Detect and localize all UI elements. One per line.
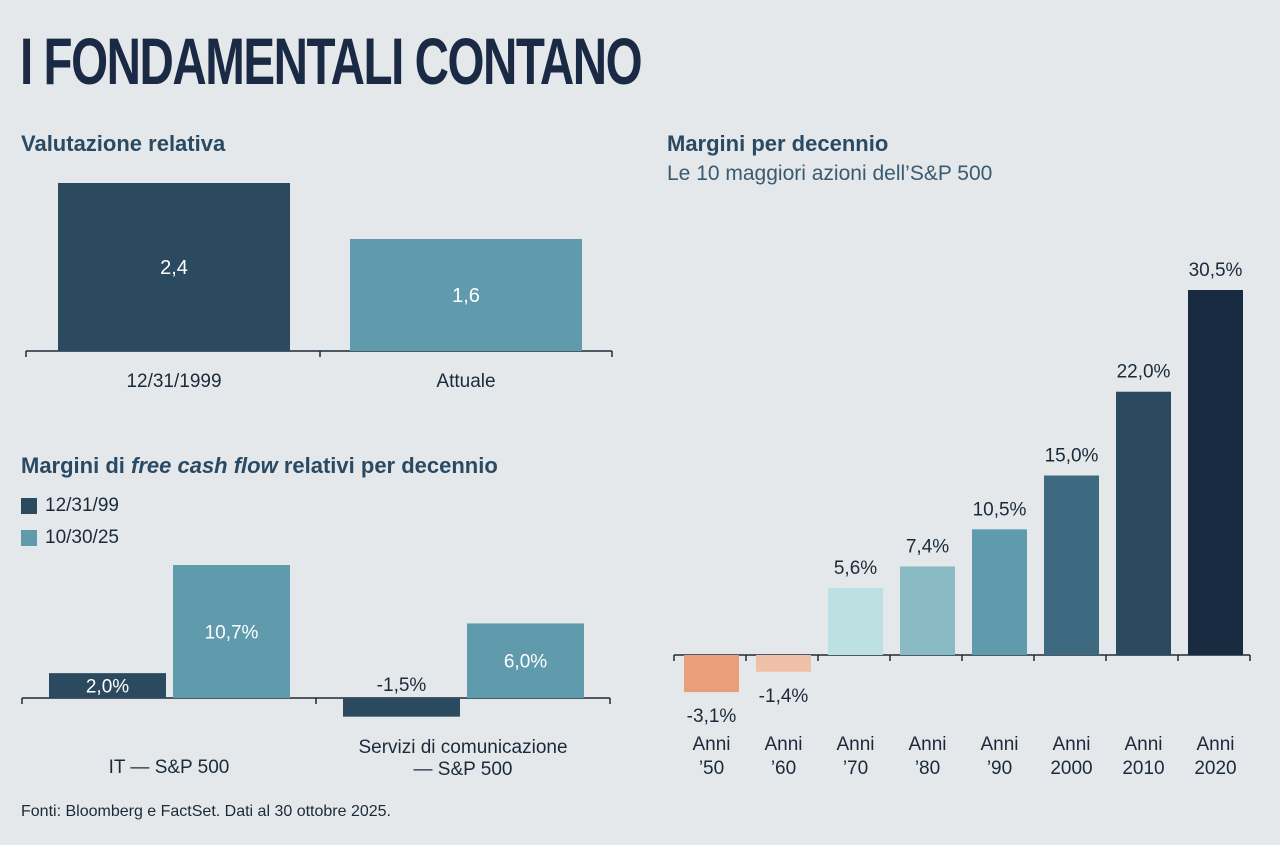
margins-bar-1 <box>756 655 811 672</box>
margins-value-label-6: 22,0% <box>1117 362 1171 383</box>
fcf-title-part-2: free cash flow <box>131 453 278 478</box>
margins-value-label-7: 30,5% <box>1189 260 1243 281</box>
margins-category-label-6-0: Anni <box>1124 734 1162 755</box>
valuation-value-label-0: 2,4 <box>160 257 188 279</box>
valuation-chart-title: Valutazione relativa <box>21 131 226 156</box>
margins-category-label-2-1: ’70 <box>843 758 868 779</box>
margins-category-label-4-1: ’90 <box>987 758 1012 779</box>
margins-value-label-3: 7,4% <box>906 536 949 557</box>
fcf-category-label-1-1: — S&P 500 <box>414 759 513 780</box>
margins-value-label-4: 10,5% <box>973 499 1027 520</box>
margins-chart-title: Margini per decennio <box>667 131 889 156</box>
fcf-title-part-3: relativi per decennio <box>277 453 498 478</box>
valuation-chart: 2,4 12/31/1999 1,6 Attuale <box>25 183 613 392</box>
margins-category-label-1-1: ’60 <box>771 758 796 779</box>
margins-category-label-6-1: 2010 <box>1122 758 1164 779</box>
margins-bar-2 <box>828 587 883 655</box>
margins-value-label-1: -1,4% <box>759 686 809 707</box>
margins-bar-6 <box>1116 391 1171 655</box>
margins-category-label-1-0: Anni <box>764 734 802 755</box>
margins-value-label-2: 5,6% <box>834 558 877 579</box>
fcf-title-part-1: Margini di <box>21 453 131 478</box>
margins-category-label-0-1: ’50 <box>699 758 724 779</box>
valuation-bar-0 <box>58 183 290 351</box>
legend-label-2025: 10/30/25 <box>45 527 119 548</box>
fcf-category-label-1-0: Servizi di comunicazione <box>358 737 567 758</box>
valuation-value-label-1: 1,6 <box>452 285 480 307</box>
fcf-value-label-0-1: 10,7% <box>205 623 259 644</box>
margins-value-label-0: -3,1% <box>687 706 737 727</box>
valuation-category-label-0: 12/31/1999 <box>126 371 221 392</box>
margins-chart: -3,1% Anni ’50 -1,4% Anni ’60 5,6% Anni ’70 7,4% A… <box>673 260 1251 779</box>
margins-bar-5 <box>1044 475 1099 655</box>
margins-bar-7 <box>1188 290 1243 655</box>
fcf-chart: 2,0% 10,7% IT — S&P 500 -1,5% 6,0% Servizi di… <box>21 565 611 780</box>
fcf-bar-0-1 <box>173 565 290 698</box>
fcf-value-label-0-0: 2,0% <box>86 677 129 698</box>
margins-bar-0 <box>684 655 739 693</box>
fcf-value-label-1-1: 6,0% <box>504 652 547 673</box>
margins-category-label-0-0: Anni <box>692 734 730 755</box>
legend-swatch-1999 <box>21 498 37 514</box>
margins-value-label-5: 15,0% <box>1045 445 1099 466</box>
margins-category-label-2-0: Anni <box>836 734 874 755</box>
valuation-category-label-1: Attuale <box>436 371 495 392</box>
legend-item-2025: 10/30/25 <box>21 527 119 549</box>
margins-category-label-4-0: Anni <box>980 734 1018 755</box>
margins-category-label-5-1: 2000 <box>1050 758 1092 779</box>
legend-item-1999: 12/31/99 <box>21 495 119 517</box>
margins-category-label-3-0: Anni <box>908 734 946 755</box>
margins-category-label-7-0: Anni <box>1196 734 1234 755</box>
valuation-bar-1 <box>350 239 582 351</box>
fcf-chart-title: Margini di free cash flow relativi per d… <box>21 453 498 479</box>
fcf-bar-1-0 <box>343 698 460 717</box>
margins-chart-subtitle: Le 10 maggiori azioni dell’S&P 500 <box>667 162 993 185</box>
fcf-bar-1-1 <box>467 623 584 698</box>
footnote: Fonti: Bloomberg e FactSet. Dati al 30 o… <box>21 803 391 820</box>
fcf-bar-0-0 <box>49 673 166 698</box>
fcf-category-label-0-0: IT — S&P 500 <box>109 757 230 778</box>
legend-swatch-2025 <box>21 530 37 546</box>
margins-bar-4 <box>972 529 1027 655</box>
margins-category-label-3-1: ’80 <box>915 758 940 779</box>
fcf-value-label-1-0: -1,5% <box>377 675 427 696</box>
margins-bar-3 <box>900 566 955 655</box>
page-title: I FONDAMENTALI CONTANO <box>20 24 643 98</box>
legend-label-1999: 12/31/99 <box>45 495 119 516</box>
margins-category-label-7-1: 2020 <box>1194 758 1236 779</box>
margins-category-label-5-0: Anni <box>1052 734 1090 755</box>
